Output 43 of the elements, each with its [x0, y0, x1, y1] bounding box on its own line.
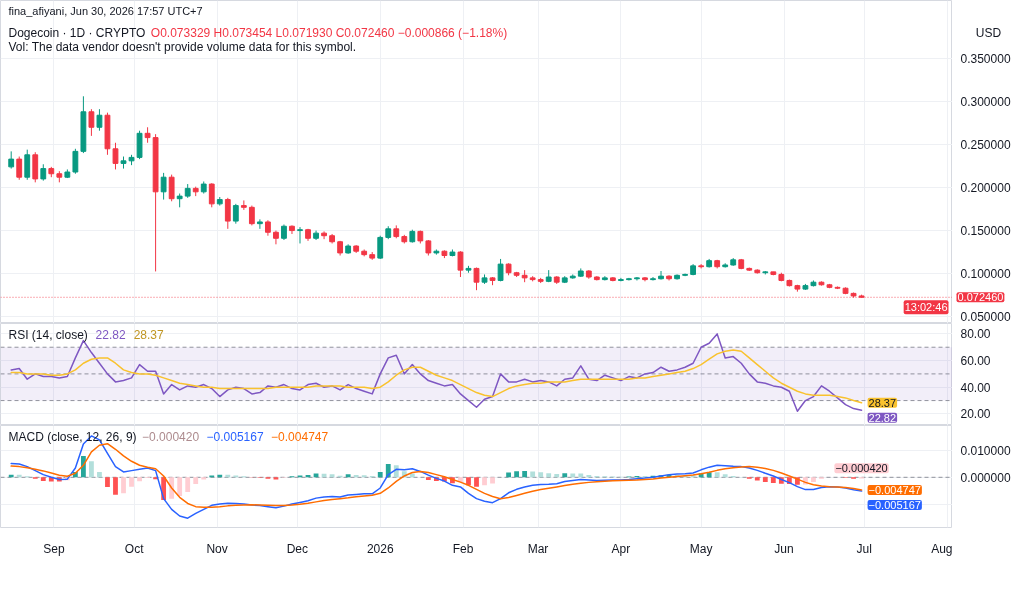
y-tick-label: 0.000000 — [960, 470, 1011, 485]
annotation: fina_afiyani, Jun 30, 2026 17:57 UTC+7 — [8, 4, 203, 17]
x-tick-label: Jun — [774, 541, 794, 556]
text: O0.073329 H0.073454 L0.071930 C0.072460 −0.000866 (−1.18%) — [150, 25, 508, 40]
annotation: Vol: The data vendor doesn't provide volume data for this symbol. — [8, 39, 357, 54]
chart-title: RSI (14, close) — [8, 327, 88, 342]
y-tick-label: 40.00 — [960, 380, 991, 395]
data-label: 22.82 — [868, 411, 897, 424]
ref-line-label: 0.072460 — [957, 291, 1004, 304]
y-tick-label: 20.00 — [960, 407, 991, 422]
y-tick-label: 0.050000 — [960, 310, 1011, 325]
y-tick-label: 0.300000 — [960, 94, 1011, 109]
y-tick-label: 0.200000 — [960, 181, 1011, 196]
x-tick-label: Sep — [43, 541, 65, 556]
text: Dogecoin · 1D · CRYPTO — [8, 25, 146, 40]
x-tick-label: May — [689, 541, 713, 556]
annotation: −0.005167 — [206, 430, 264, 444]
y-axis-title: USD — [975, 25, 1002, 40]
x-tick-label: Apr — [611, 541, 631, 556]
data-label: −0.005167 — [868, 498, 921, 511]
annotation: 28.37 — [133, 328, 165, 342]
y-tick-label: 80.00 — [960, 327, 991, 342]
x-tick-label: Aug — [931, 541, 953, 556]
y-tick-label: 0.250000 — [960, 137, 1011, 152]
annotation: −0.004747 — [271, 430, 329, 444]
x-tick-label: Jul — [856, 541, 872, 556]
x-tick-label: Dec — [286, 541, 309, 556]
data-label: −0.004747 — [868, 483, 921, 496]
x-tick-label: 2026 — [366, 541, 394, 556]
y-tick-label: 0.350000 — [960, 51, 1011, 66]
y-tick-label: 60.00 — [960, 354, 991, 369]
x-tick-label: Mar — [527, 541, 549, 556]
x-tick-label: Feb — [452, 541, 474, 556]
y-tick-label: 0.010000 — [960, 444, 1011, 459]
annotation: −0.000420 — [142, 430, 200, 444]
annotation: 13:02:46 — [904, 301, 948, 314]
data-label: −0.000420 — [835, 462, 888, 475]
x-tick-label: Oct — [124, 541, 145, 556]
x-tick-label: Nov — [206, 541, 228, 556]
annotation: 22.82 — [95, 328, 126, 342]
y-tick-label: 0.100000 — [960, 267, 1011, 282]
data-label: 28.37 — [868, 396, 897, 409]
y-tick-label: 0.150000 — [960, 224, 1011, 239]
